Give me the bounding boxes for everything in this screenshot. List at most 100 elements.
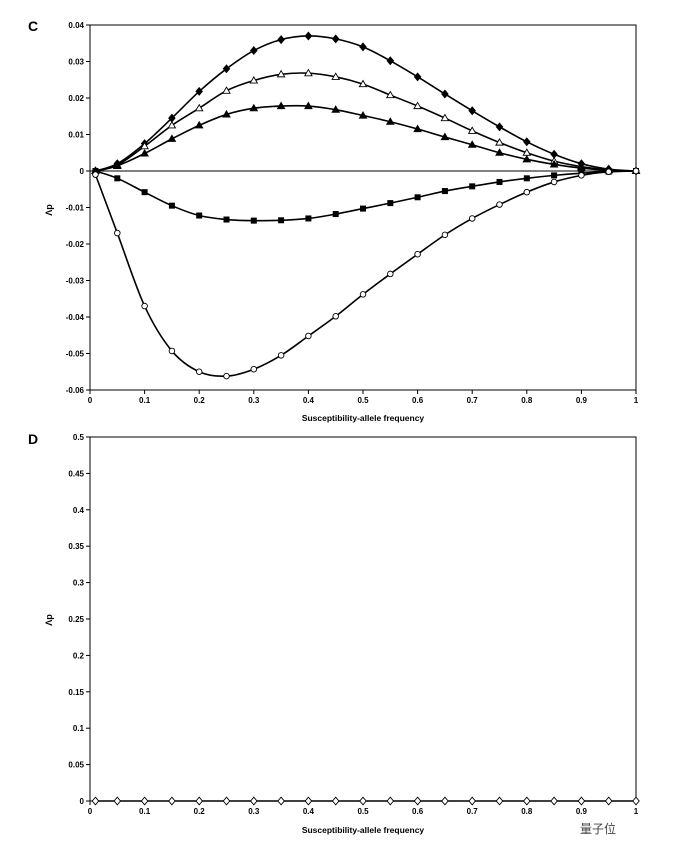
panel-d-letter: D [28,431,38,447]
panel-c-ytick-label: -0.03 [66,277,85,286]
panel-c-series-2-point [222,109,231,118]
panel-c-series-4-point [605,168,612,175]
panel-c-series-4-point [305,332,312,340]
panel-c-series-2-point [331,105,341,113]
panel-c-xtick-label: 0.7 [467,396,479,405]
panel-c-series-1-point [467,126,477,134]
panel-c-series-4-point [523,188,531,196]
panel-c-series-1-point [249,75,259,84]
panel-c-series-2-point [413,124,422,133]
panel-c-xtick-label: 0.3 [248,396,260,405]
panel-c-ytick-label: 0 [80,167,85,176]
panel-d-xtick-label: 0.6 [412,807,424,816]
panel-c-xtick-label: 1 [634,396,639,405]
panel-c-series-3-point [551,172,558,179]
panel-d-xtick-label: 0.5 [357,807,369,816]
panel-c-series-1-point [222,86,231,94]
panel-d-series-0-point [577,796,586,806]
panel-d-series-0-point [632,796,640,806]
panel-c-xtick-label: 0.1 [139,396,151,405]
panel-c-series-1-point [385,90,395,99]
panel-c-series-2-point [249,103,259,112]
panel-d-series-0-point [331,796,340,806]
panel-c-series-1-point [413,101,422,110]
panel-d-xtick-label: 1 [634,807,639,816]
panel-d-ytick-label: 0.2 [73,651,85,660]
panel-c-ytick-label: -0.04 [66,313,85,322]
panel-c-series-4-point [414,250,421,258]
panel-c-ytick-label: -0.02 [66,240,85,249]
panel-c-series-3-point [523,175,530,182]
panel-d-ytick-label: 0 [80,797,85,806]
panel-c-ytick-label: -0.01 [66,204,85,213]
panel-c-series-1-point [194,103,204,112]
panel-c-series-3-point [469,183,476,190]
panel-c-series-0-point [386,56,395,66]
panel-c-series-2-point [467,140,477,148]
panel-c-series-0-point [359,42,367,52]
panel-c-series-2-point [194,120,204,129]
panel-c-series-3-point [114,175,121,182]
panel-d-ytick-label: 0.05 [68,761,84,770]
panel-c-series-4-point [332,313,339,320]
panel-d-ytick-label: 0.1 [73,724,85,733]
panel-c-series-3-point [332,211,339,218]
panel-c-series-2-point [385,117,395,125]
panel-d-series-0-point [413,796,422,806]
panel-d-ytick-label: 0.5 [73,433,85,442]
panel-c-series-0-point [413,72,422,82]
panel-d-series-0-point [550,796,558,806]
panel-c-series-4-point [359,291,367,298]
panel-c-series-3-point [278,217,285,224]
panel-d-series-0-point [140,796,149,806]
panel-c-ytick-label: -0.05 [66,350,85,359]
panel-c-ytick-label: -0.06 [66,386,85,395]
panel-c-xtick-label: 0 [88,396,93,405]
panel-d-ytick-label: 0.35 [68,542,84,551]
panel-d-series-0-point [495,796,504,806]
panel-c-series-1-point [358,79,368,88]
panel-d-series-0-point [359,796,367,806]
panel-c-series-3-line [95,170,637,222]
panel-c-xtick-label: 0.2 [194,396,206,405]
panel-c-series-4-point [168,347,176,355]
panel-d-series-0-point [468,796,476,806]
panel-c-series-2-point [304,101,313,110]
panel-c-series-0-point [250,46,258,56]
panel-c-series-3-point [387,200,394,207]
panel-c-series-4-point [632,167,640,175]
panel-d-series-0-point [277,796,285,806]
panel-d-plot-frame [89,436,637,802]
panel-c-series-2-point [495,148,504,156]
panel-d-series-0-point [523,796,531,806]
chart-panel-c: 0 0.1 0.2 0.3 0.4 0.5 0.6 0.7 0.8 0.9 1 0.04 0.03 0.0… [66,21,641,405]
panel-c-series-0-point [468,106,476,116]
panel-c-series-3-point [496,178,503,185]
panel-c-ytick-label: 0.01 [68,131,84,140]
panel-c-xtick-label: 0.8 [521,396,533,405]
panel-c-series-4-point [141,302,148,310]
panel-c-series-3-point [414,194,421,201]
panel-c-ylabel: Λp [44,204,54,216]
panel-c-series-4-point [578,172,585,179]
panel-d-xlabel: Susceptibility-allele frequency [302,825,425,835]
panel-c-series-0-point [523,137,531,147]
panel-c-series-4-point [250,365,258,373]
panel-c-series-2-point [549,159,559,168]
panel-c-series-4-point [550,178,558,186]
panel-c-series-4-point [468,215,476,222]
panel-c-series-1-point [276,69,286,78]
panel-c-series-0-point [195,86,203,96]
panel-c-xtick-label: 0.6 [412,396,424,405]
panel-d-ytick-label: 0.25 [68,615,84,624]
panel-d-series-0-point [113,796,122,806]
panel-d-series-0-point [168,796,176,806]
panel-c-series-1-point [167,120,177,129]
panel-d-series-0-point [304,796,313,806]
panel-c-series-2-point [140,148,149,157]
panel-c-series-4-point [441,231,449,239]
panel-c-series-4-line [94,170,637,378]
panel-d-ytick-label: 0.15 [68,688,84,697]
panel-d-xtick-label: 0 [88,807,93,816]
panel-d-xtick-label: 0.1 [139,807,151,816]
